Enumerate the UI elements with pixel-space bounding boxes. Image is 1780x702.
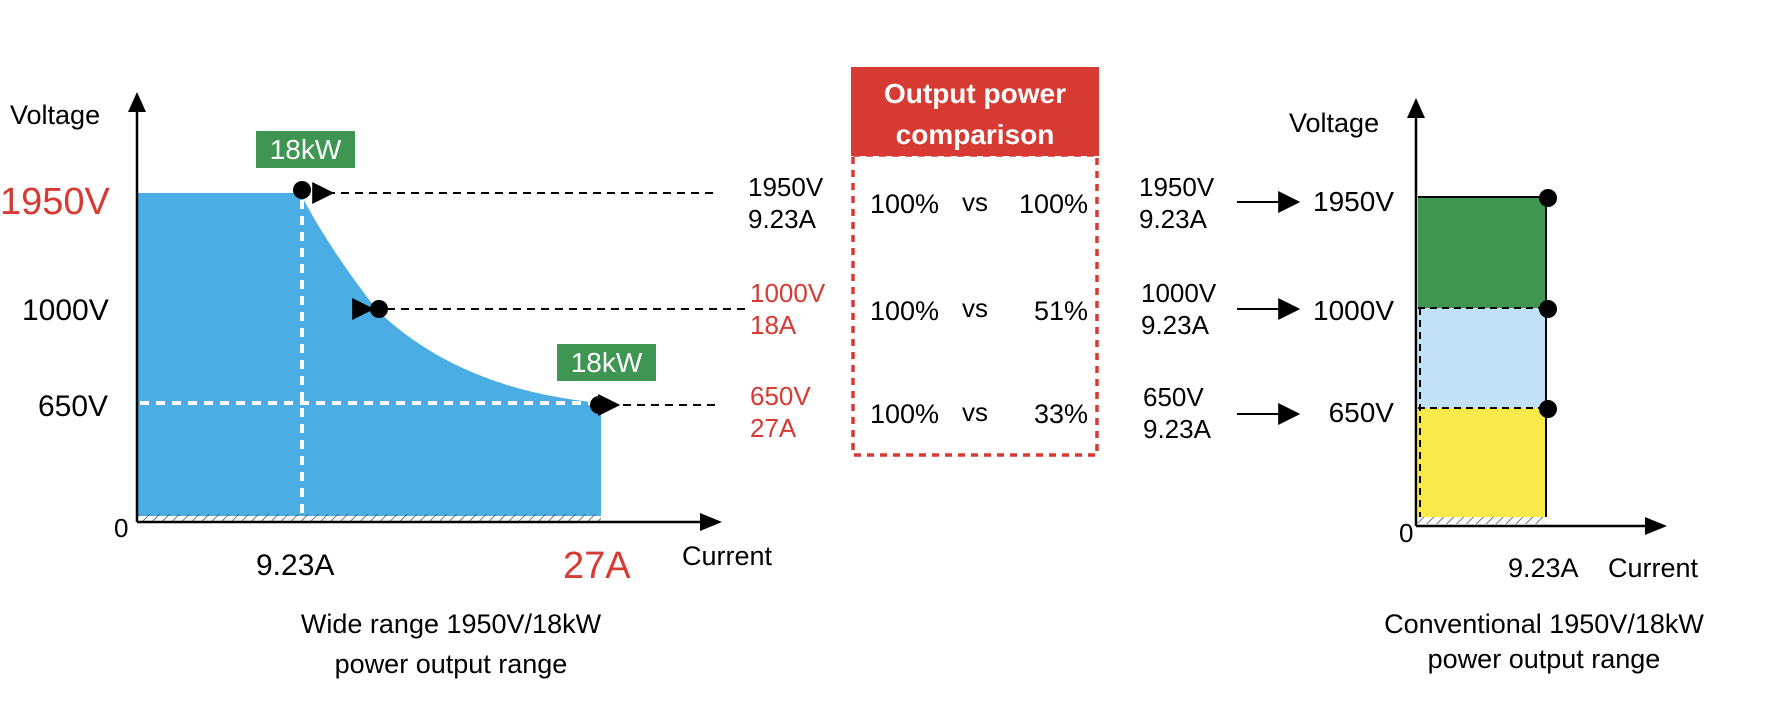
- conventional-axis-hatch: [1418, 517, 1546, 524]
- wide-y-axis-label: Voltage: [10, 100, 100, 130]
- conv-point-label-650v-a: 9.23A: [1143, 414, 1212, 444]
- power-badge-bottom-bg: [557, 344, 656, 381]
- point-label-1000v-a: 18A: [750, 310, 797, 340]
- comparison-row3-vs: vs: [962, 397, 988, 427]
- comparison-header-bg: [851, 67, 1099, 156]
- wide-caption-line1: Wide range 1950V/18kW: [301, 609, 602, 639]
- wide-y-axis-arrowhead: [128, 92, 146, 112]
- conv-level-1950v: 1950V: [1313, 186, 1394, 217]
- conv-point-1000v: [1539, 300, 1557, 318]
- conv-caption-line1: Conventional 1950V/18kW: [1384, 609, 1704, 639]
- wide-x-axis-arrowhead: [700, 513, 722, 531]
- y-tick-1950v: 1950V: [0, 181, 111, 223]
- comparison-row1-left: 100%: [870, 189, 939, 219]
- comparison-row2-vs: vs: [962, 293, 988, 323]
- point-label-1000v-v: 1000V: [750, 278, 826, 308]
- conv-point-label-1000v-v: 1000V: [1141, 278, 1217, 308]
- conv-point-650v: [1539, 400, 1557, 418]
- conv-x-axis-label: Current: [1608, 553, 1699, 583]
- wide-caption-line2: power output range: [335, 649, 568, 679]
- power-badge-top: 18kW: [270, 134, 342, 165]
- comparison-row1-vs: vs: [962, 187, 988, 217]
- band-650-1000v: [1418, 308, 1546, 408]
- power-badge-bottom: 18kW: [571, 347, 643, 378]
- y-tick-1000v: 1000V: [22, 294, 109, 327]
- operating-point-1950v: [293, 181, 311, 199]
- conv-point-label-1950v-a: 9.23A: [1139, 204, 1208, 234]
- point-label-650v-v: 650V: [750, 381, 811, 411]
- conv-level-650v: 650V: [1329, 397, 1395, 428]
- x-tick-27a: 27A: [563, 545, 631, 587]
- wide-range-area: [138, 193, 601, 516]
- band-1000-1950v: [1418, 197, 1546, 308]
- comparison-title-line2: comparison: [896, 119, 1055, 150]
- axis-hatch: [138, 514, 601, 523]
- conv-level-1000v: 1000V: [1313, 295, 1394, 326]
- comparison-box: Output power comparison 100% vs 100% 100…: [851, 67, 1099, 457]
- point-label-1950v-a: 9.23A: [748, 204, 817, 234]
- conv-y-axis-label: Voltage: [1289, 108, 1379, 138]
- conv-caption-line2: power output range: [1428, 644, 1661, 674]
- operating-point-650v: [590, 396, 608, 414]
- wide-x-axis-label: Current: [682, 541, 773, 571]
- wide-range-chart: Voltage Current 0 1950V 1000V 650V 9.23A…: [0, 92, 826, 679]
- conv-origin-label: 0: [1399, 518, 1413, 548]
- comparison-row1-right: 100%: [1019, 189, 1088, 219]
- comparison-row2-left: 100%: [870, 296, 939, 326]
- band-0-650v: [1418, 408, 1546, 517]
- conv-y-axis-arrowhead: [1407, 98, 1425, 118]
- y-tick-650v: 650V: [38, 390, 108, 423]
- conv-x-tick-9-23a: 9.23A: [1508, 553, 1579, 583]
- point-label-650v-a: 27A: [750, 413, 797, 443]
- wide-origin-label: 0: [114, 513, 128, 543]
- comparison-row3-right: 33%: [1034, 399, 1088, 429]
- conv-point-label-1950v-v: 1950V: [1139, 172, 1215, 202]
- x-tick-9-23a: 9.23A: [256, 549, 334, 582]
- power-badge-top-bg: [256, 131, 355, 168]
- conv-point-label-1000v-a: 9.23A: [1141, 310, 1210, 340]
- comparison-title-line1: Output power: [884, 78, 1066, 109]
- conv-point-1950v: [1539, 189, 1557, 207]
- point-label-1950v-v: 1950V: [748, 172, 824, 202]
- conventional-chart: Voltage Current 0 9.23A 1950V 1000V 650V…: [1139, 98, 1704, 674]
- comparison-row2-right: 51%: [1034, 296, 1088, 326]
- comparison-row3-left: 100%: [870, 399, 939, 429]
- conv-point-label-650v-v: 650V: [1143, 382, 1204, 412]
- conv-x-axis-arrowhead: [1645, 517, 1667, 535]
